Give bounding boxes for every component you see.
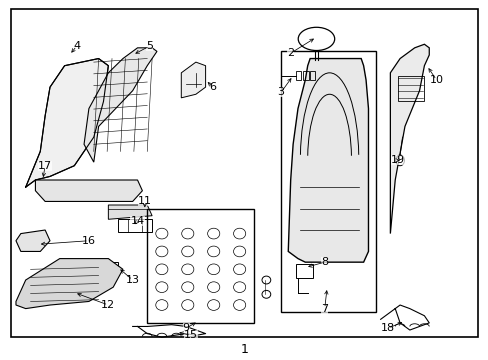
Text: 11: 11 — [138, 197, 151, 206]
Text: 18: 18 — [380, 323, 394, 333]
Text: 3: 3 — [277, 87, 284, 98]
Polygon shape — [389, 44, 428, 234]
Bar — [309, 71, 315, 80]
Bar — [118, 219, 152, 232]
Text: 1: 1 — [240, 343, 248, 356]
Polygon shape — [35, 180, 142, 202]
Bar — [295, 264, 312, 278]
Text: 8: 8 — [321, 257, 327, 267]
Text: 5: 5 — [146, 41, 153, 51]
Bar — [397, 76, 424, 102]
Text: 16: 16 — [82, 236, 96, 246]
Polygon shape — [108, 205, 152, 219]
Text: 14: 14 — [130, 216, 144, 226]
Text: 13: 13 — [125, 275, 140, 285]
Text: 2: 2 — [286, 48, 294, 58]
Bar — [295, 71, 301, 80]
Text: 17: 17 — [38, 161, 52, 171]
Polygon shape — [16, 258, 122, 309]
Bar — [99, 262, 118, 271]
Text: 9: 9 — [182, 323, 189, 333]
Text: 4: 4 — [73, 41, 80, 51]
Polygon shape — [84, 48, 157, 162]
Bar — [281, 51, 375, 312]
Bar — [302, 71, 308, 80]
Polygon shape — [26, 59, 108, 187]
Text: 10: 10 — [428, 75, 443, 85]
Polygon shape — [16, 230, 50, 251]
Polygon shape — [287, 59, 368, 262]
Text: 15: 15 — [183, 330, 198, 341]
Polygon shape — [181, 62, 205, 98]
Bar — [147, 208, 254, 323]
Text: 12: 12 — [101, 300, 115, 310]
Text: 6: 6 — [209, 82, 216, 92]
Text: 19: 19 — [390, 156, 404, 165]
Text: 7: 7 — [321, 303, 327, 314]
